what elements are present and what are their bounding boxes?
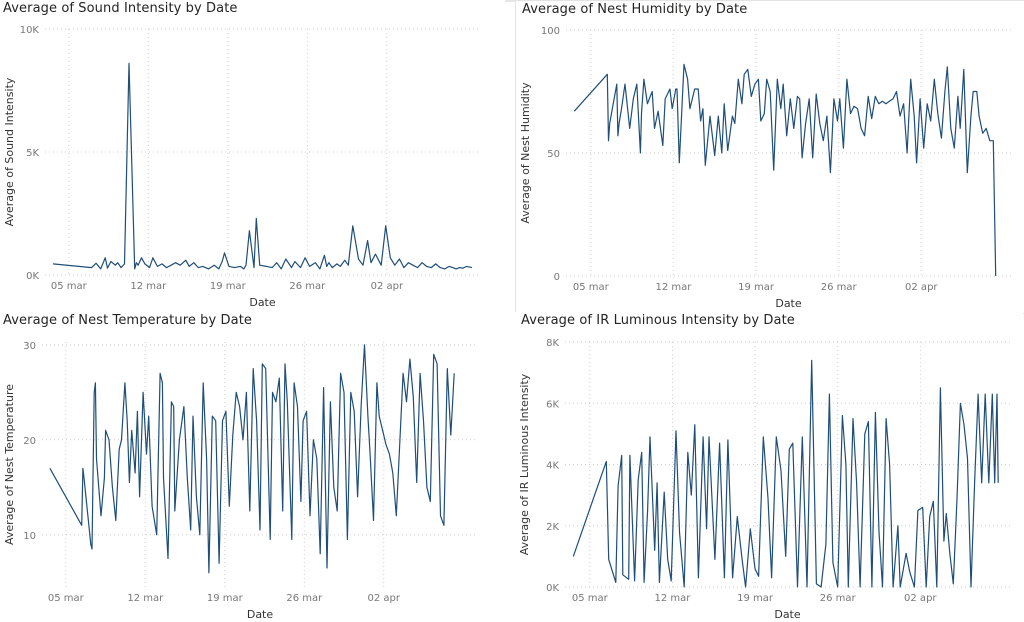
series-line [52,62,473,270]
y-tick-label: 20 [23,436,36,447]
x-tick-label: 12 mar [654,593,691,604]
chart-title: Average of IR Luminous Intensity by Date [521,313,795,328]
series-line [573,63,997,277]
y-tick-label: 2K [546,522,559,533]
x-tick-label: 05 mar [48,593,85,604]
chart-svg: 0K 5K 10K 05 mar 12 mar 19 mar 26 mar 02 apr Dat… [3,25,480,309]
x-tick-label: 26 mar [821,282,858,293]
x-tick-label: 19 mar [738,282,775,293]
chart-panel-sound[interactable]: Average of Sound Intensity by Date 0K 5K 1… [0,0,505,312]
chart-panel-temperature[interactable]: Average of Nest Temperature by Date 10 20… [0,312,505,622]
y-axis-label: Average of IR Luminous Intensity [518,373,531,555]
y-tick-label: 8K [546,338,559,349]
chart-title: Average of Nest Humidity by Date [522,2,748,17]
x-tick-label: 02 apr [368,593,401,604]
x-tick-label: 12 mar [127,593,164,604]
chart-title: Average of Nest Temperature by Date [3,313,253,328]
x-tick-label: 02 apr [905,282,938,293]
chart-panel-ir[interactable]: Average of IR Luminous Intensity by Date… [515,312,1023,622]
y-tick-label: 100 [541,26,560,37]
chart-panel-humidity[interactable]: Average of Nest Humidity by Date 0 50 100 0… [515,0,1024,314]
x-axis-label: Date [775,297,802,310]
y-tick-label: 0K [26,271,39,282]
x-tick-label: 19 mar [737,593,774,604]
y-tick-label: 6K [546,399,559,410]
x-tick-label: 26 mar [289,281,326,292]
x-axis-label: Date [249,296,276,309]
y-tick-label: 0K [546,583,559,594]
y-tick-label: 50 [547,149,560,160]
chart-svg: 0K 2K 4K 6K 8K 05 mar 12 mar 19 mar 26 mar 02 apr… [518,338,1010,621]
x-tick-label: 19 mar [207,593,244,604]
y-axis-label: Average of Sound Intensity [3,77,16,226]
y-tick-label: 0 [554,272,560,283]
y-tick-label: 10K [20,25,40,36]
x-tick-label: 26 mar [820,593,857,604]
top-border [0,0,1024,2]
x-tick-label: 19 mar [210,281,247,292]
x-axis-label: Date [774,608,801,621]
x-tick-label: 26 mar [286,593,323,604]
y-axis-label: Average of Nest Temperature [3,384,16,545]
series-line [49,344,455,574]
x-tick-label: 12 mar [130,281,167,292]
chart-svg: 0 50 100 05 mar 12 mar 19 mar 26 mar 02 apr Date… [519,26,1011,310]
y-tick-label: 30 [23,341,36,352]
chart-title: Average of Sound Intensity by Date [3,1,238,16]
y-tick-label: 5K [26,148,39,159]
x-tick-label: 05 mar [572,593,609,604]
chart-svg: 10 20 30 05 mar 12 mar 19 mar 26 mar 02 apr Date… [3,341,478,621]
y-tick-label: 10 [23,531,36,542]
x-tick-label: 02 apr [371,281,404,292]
y-axis-label: Average of Nest Humidity [519,82,532,224]
x-tick-label: 05 mar [51,281,88,292]
y-tick-label: 4K [546,461,559,472]
x-tick-label: 02 apr [904,593,937,604]
series-line [572,359,999,588]
x-tick-label: 05 mar [573,282,610,293]
x-axis-label: Date [247,608,274,621]
x-tick-label: 12 mar [655,282,692,293]
